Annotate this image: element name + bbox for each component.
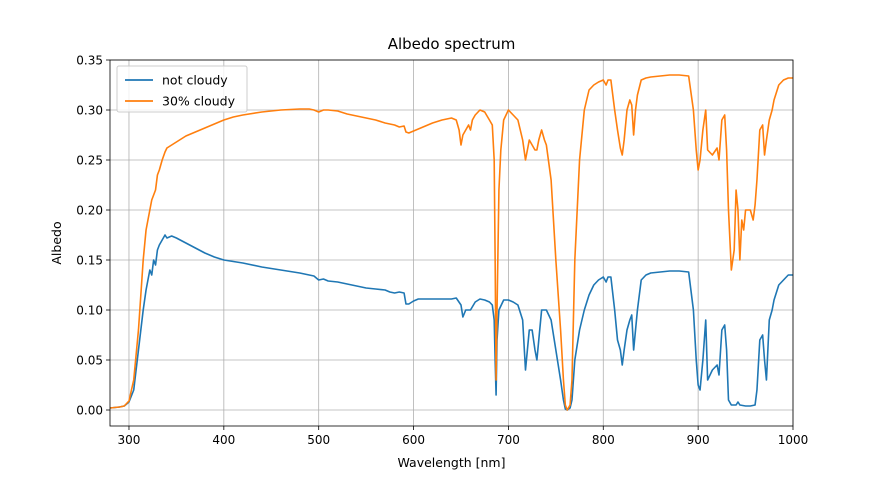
x-tick-label: 300 bbox=[118, 433, 141, 447]
axis-ticks: 300 400 500 600 700 800 900 1000 0.00 0.05 0.10 0.1… bbox=[76, 54, 808, 448]
chart-title: Albedo spectrum bbox=[388, 35, 516, 53]
x-tick-label: 900 bbox=[687, 433, 710, 447]
y-tick-label: 0.00 bbox=[76, 404, 103, 418]
y-tick-label: 0.15 bbox=[76, 254, 103, 268]
y-axis-label: Albedo bbox=[49, 221, 64, 264]
y-tick-label: 0.05 bbox=[76, 354, 103, 368]
legend-label-2: 30% cloudy bbox=[162, 94, 236, 109]
x-tick-label: 800 bbox=[592, 433, 615, 447]
y-tick-label: 0.30 bbox=[76, 104, 103, 118]
x-tick-label: 400 bbox=[212, 433, 235, 447]
series-line-1 bbox=[109, 234, 793, 411]
y-tick-label: 0.10 bbox=[76, 304, 103, 318]
x-tick-label: 600 bbox=[402, 433, 425, 447]
y-tick-label: 0.20 bbox=[76, 204, 103, 218]
legend: not cloudy 30% cloudy bbox=[116, 65, 248, 113]
plot-frame bbox=[109, 59, 794, 427]
legend-label-1: not cloudy bbox=[162, 73, 228, 88]
y-tick-label: 0.25 bbox=[76, 154, 103, 168]
x-tick-label: 1000 bbox=[778, 433, 809, 447]
series-line-2 bbox=[109, 74, 793, 411]
x-axis-label: Wavelength [nm] bbox=[398, 455, 506, 470]
series-layer bbox=[109, 74, 793, 411]
x-tick-label: 700 bbox=[497, 433, 520, 447]
x-tick-label: 500 bbox=[307, 433, 330, 447]
y-tick-label: 0.35 bbox=[76, 54, 103, 68]
